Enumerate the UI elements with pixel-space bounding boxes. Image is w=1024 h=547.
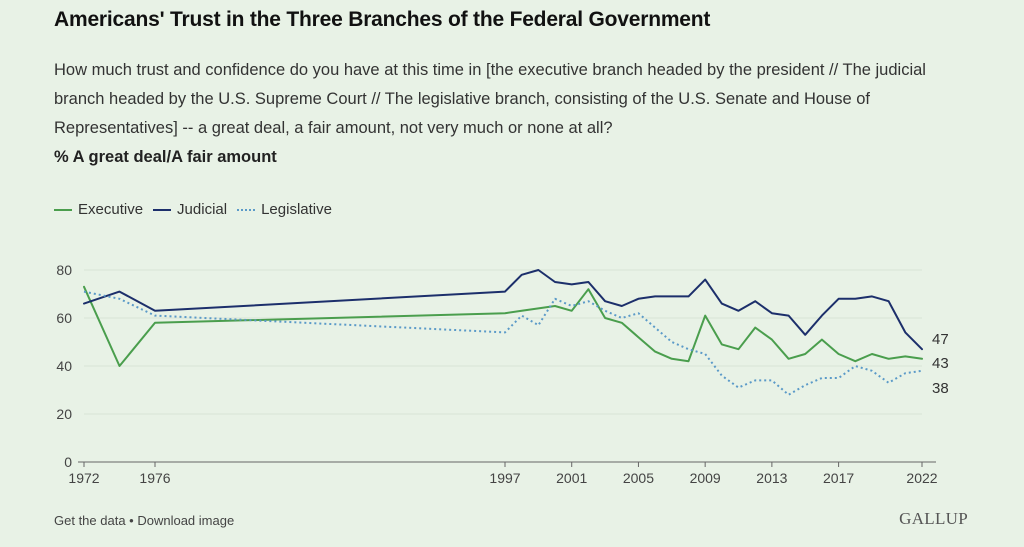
y-tick-label: 20 bbox=[56, 406, 72, 422]
end-label-executive: 43 bbox=[932, 355, 949, 372]
chart-legend: Executive Judicial Legislative bbox=[54, 201, 332, 218]
legend-item-legislative[interactable]: Legislative bbox=[237, 201, 332, 218]
x-tick-label: 1997 bbox=[489, 470, 520, 486]
legend-swatch-executive bbox=[54, 208, 72, 211]
x-tick-label: 2022 bbox=[906, 470, 937, 486]
x-tick-label: 2013 bbox=[756, 470, 787, 486]
series-line-legislative bbox=[83, 290, 923, 396]
chart-subtitle: How much trust and confidence do you hav… bbox=[54, 61, 926, 137]
y-tick-label: 80 bbox=[56, 262, 72, 278]
end-label-judicial: 47 bbox=[932, 331, 949, 348]
footer-separator: • bbox=[125, 513, 138, 528]
x-tick-label: 2009 bbox=[690, 470, 721, 486]
legend-item-judicial[interactable]: Judicial bbox=[153, 201, 227, 218]
y-tick-label: 40 bbox=[56, 358, 72, 374]
footer-links: Get the data • Download image bbox=[54, 513, 234, 528]
series-line-judicial bbox=[83, 269, 923, 351]
gallup-logo: GALLUP bbox=[899, 509, 968, 528]
legend-swatch-judicial bbox=[153, 208, 172, 211]
legend-swatch-legislative bbox=[237, 208, 256, 211]
y-tick-label: 60 bbox=[56, 310, 72, 326]
get-data-link[interactable]: Get the data bbox=[54, 513, 126, 528]
x-tick-label: 1976 bbox=[139, 470, 170, 486]
x-tick-label: 2005 bbox=[623, 470, 654, 486]
measure-label: % A great deal/A fair amount bbox=[54, 148, 277, 166]
legend-label-legislative: Legislative bbox=[261, 201, 332, 218]
x-tick-label: 2001 bbox=[556, 470, 587, 486]
x-tick-label: 2017 bbox=[823, 470, 854, 486]
chart-title: Americans' Trust in the Three Branches o… bbox=[54, 8, 711, 31]
end-label-legislative: 38 bbox=[932, 380, 949, 397]
x-tick-label: 1972 bbox=[68, 470, 99, 486]
series-line-executive bbox=[83, 285, 923, 367]
download-image-link[interactable]: Download image bbox=[137, 513, 235, 528]
y-tick-label: 0 bbox=[64, 454, 72, 470]
legend-label-judicial: Judicial bbox=[177, 201, 228, 218]
legend-label-executive: Executive bbox=[78, 201, 144, 218]
legend-item-executive[interactable]: Executive bbox=[54, 201, 143, 218]
